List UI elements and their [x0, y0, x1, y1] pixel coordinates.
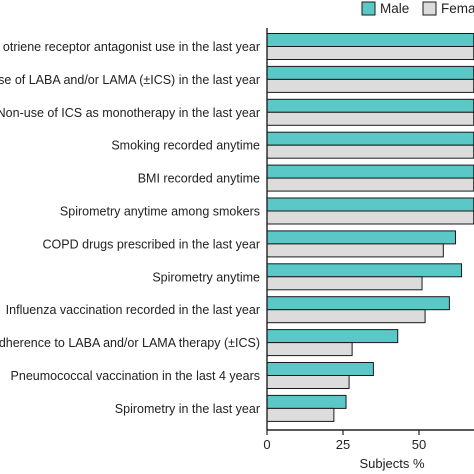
male-bar [266, 164, 474, 179]
category-label: Pneumococcal vaccination in the last 4 y… [11, 369, 260, 383]
female-bar [266, 243, 444, 258]
male-bar [266, 362, 374, 376]
female-bar [266, 407, 335, 422]
category-label: se of LABA and/or LAMA (±ICS) in the las… [0, 73, 260, 87]
female-bar [266, 276, 423, 291]
category-labels: otriene receptor antagonist use in the l… [0, 40, 260, 416]
legend-swatch-female [422, 1, 437, 16]
female-bar [266, 309, 426, 324]
male-bar [266, 65, 474, 80]
category-label: Spirometry anytime among smokers [60, 205, 260, 219]
female-bar [266, 46, 474, 60]
female-bar [266, 144, 474, 159]
category-label: Smoking recorded anytime [111, 139, 260, 153]
legend: Male Fema [361, 1, 474, 16]
female-bar [266, 210, 474, 225]
male-bar [266, 33, 474, 47]
axes: 0 25 50 [263, 28, 474, 452]
category-label: Spirometry in the last year [115, 402, 260, 416]
female-bar [266, 375, 350, 389]
female-bar [266, 111, 474, 126]
male-bar [266, 197, 474, 212]
bars [266, 33, 474, 422]
category-label: dherence to LABA and/or LAMA therapy (±I… [0, 336, 260, 350]
category-label: otriene receptor antagonist use in the l… [3, 40, 260, 54]
male-bar [266, 263, 463, 278]
female-bar [266, 342, 353, 357]
category-label: BMI recorded anytime [138, 172, 260, 186]
female-bar [266, 78, 474, 93]
category-label: Non-use of ICS as monotherapy in the las… [0, 106, 260, 120]
male-bar [266, 329, 399, 344]
category-label: Spirometry anytime [152, 270, 260, 284]
legend-label-male: Male [380, 1, 409, 16]
category-label: Influenza vaccination recorded in the la… [6, 303, 260, 317]
male-bar [266, 296, 450, 311]
x-axis-title: Subjects % [359, 456, 424, 471]
x-tick-label: 50 [412, 437, 426, 452]
x-tick-label: 25 [336, 437, 350, 452]
category-label: COPD drugs prescribed in the last year [43, 237, 260, 251]
female-bar [266, 177, 474, 192]
male-bar [266, 394, 347, 409]
x-tick-label: 0 [263, 437, 270, 452]
male-bar [266, 131, 474, 146]
legend-swatch-male [361, 1, 376, 16]
male-bar [266, 98, 474, 113]
male-bar [266, 230, 456, 245]
legend-label-female: Fema [441, 1, 474, 16]
